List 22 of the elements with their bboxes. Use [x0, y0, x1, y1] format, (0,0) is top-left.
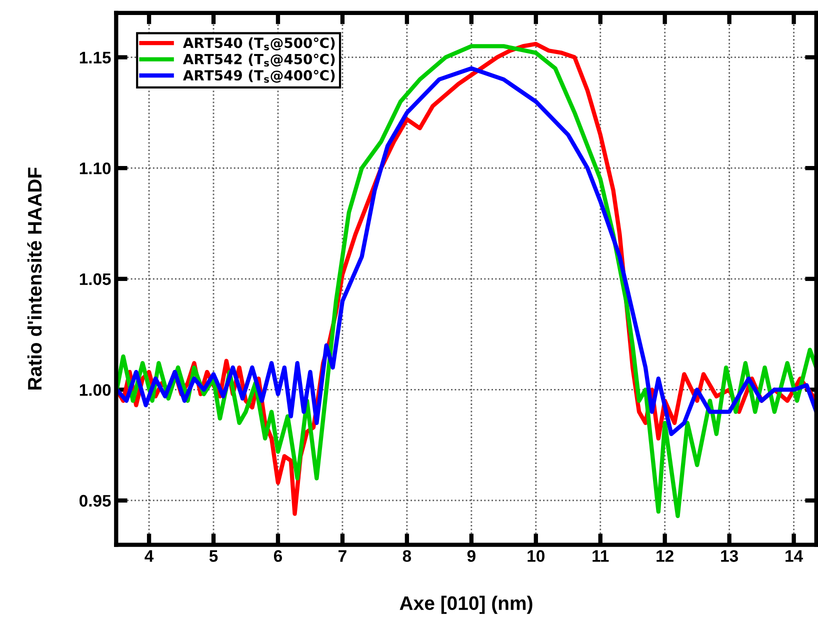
x-tick-label: 5 [209, 550, 218, 562]
y-tick-label: 1.10 [80, 162, 111, 174]
x-tick-label: 8 [402, 550, 412, 562]
y-tick-label: 1.05 [80, 273, 111, 286]
x-tick-label: 10 [528, 550, 544, 562]
x-tick-label: 7 [338, 550, 346, 562]
x-tick-label: 4 [144, 550, 154, 562]
x-tick-label: 9 [467, 550, 476, 562]
legend-label: ART549 (T$_{s}$@400℃) [183, 70, 335, 83]
x-tick-label: 13 [721, 550, 738, 562]
x-tick-label: 12 [656, 550, 674, 562]
line-series [116, 66, 816, 436]
x-tick-label: 14 [786, 550, 803, 562]
legend-label: ART540 (T$_{s}$@500℃) [183, 37, 335, 50]
x-axis-title: Axe [010] (nm) [400, 596, 532, 614]
x-tick-label: 6 [274, 550, 282, 562]
y-tick-label: 0.95 [80, 494, 111, 507]
legend-label: ART542 (T$_{s}$@450℃) [183, 54, 335, 67]
y-axis-title: Ratio d'intensité HAADF [27, 168, 42, 390]
x-tick-label: 11 [592, 550, 609, 562]
y-tick-label: 1.15 [80, 52, 111, 64]
y-tick-label: 1.00 [80, 384, 111, 396]
